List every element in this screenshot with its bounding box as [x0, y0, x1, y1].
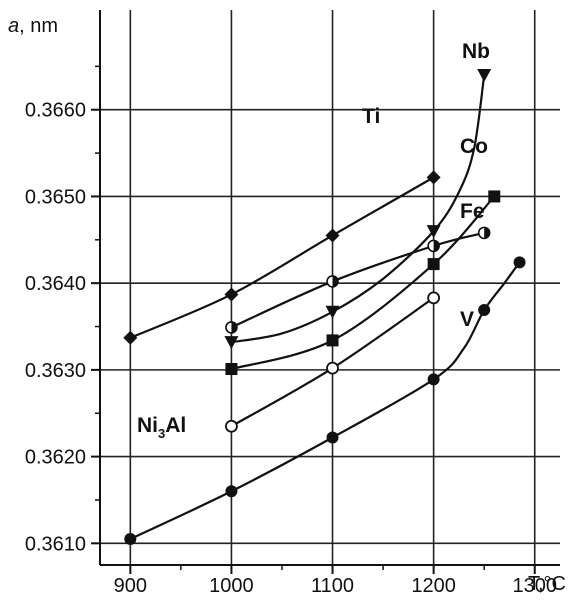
series-v	[124, 256, 526, 545]
data-point	[224, 287, 239, 302]
series-line	[129, 261, 521, 540]
data-point	[326, 334, 339, 347]
data-point	[225, 419, 238, 433]
data-point	[124, 532, 137, 545]
y-axis-title: a, nm	[8, 15, 58, 37]
series-label-ni3al: Ni3Al	[137, 414, 186, 441]
data-point-fill	[332, 275, 339, 287]
y-tick-label: 0.3630	[25, 360, 86, 382]
series-ni3al	[225, 291, 441, 433]
series-fe	[225, 226, 491, 334]
series-layer	[123, 69, 526, 545]
y-axis-title-unit: , nm	[19, 15, 58, 37]
axis-layer: 900 1000 1100 1200 1300 0.3610 0.3620 0.3630 0.3…	[25, 10, 560, 597]
y-axis-title-symbol: a	[8, 15, 19, 37]
data-point	[513, 256, 526, 269]
data-point	[426, 170, 441, 185]
y-tick-label: 0.3610	[25, 533, 86, 555]
label-subscript: 3	[158, 426, 165, 441]
label-layer: Ni3Al Ti Nb Co Fe V	[137, 40, 490, 441]
y-tick-label: 0.3620	[25, 447, 86, 469]
series-line	[231, 195, 496, 371]
data-point	[477, 226, 491, 240]
grid-layer	[100, 10, 560, 565]
x-tick-label: 1100	[311, 575, 354, 597]
data-point-fill	[484, 227, 490, 239]
series-line	[129, 176, 435, 339]
x-tick-label: 1300	[512, 575, 557, 597]
series-co	[225, 190, 501, 376]
data-point	[326, 275, 339, 288]
data-point	[225, 363, 238, 376]
data-point-fill	[433, 240, 440, 252]
data-point	[225, 485, 238, 498]
y-tick-label: 0.3640	[25, 273, 86, 295]
series-line	[231, 74, 486, 344]
series-label-fe: Fe	[460, 200, 485, 223]
series-label-ti: Ti	[362, 105, 380, 128]
data-point	[325, 228, 340, 243]
y-tick-label: 0.3660	[25, 100, 86, 122]
data-point	[427, 258, 440, 271]
series-label-nb: Nb	[462, 40, 490, 63]
data-point	[478, 304, 491, 317]
data-point	[225, 321, 238, 334]
data-point	[488, 190, 501, 203]
data-point	[325, 305, 340, 319]
data-point	[477, 69, 492, 83]
series-nb	[224, 69, 492, 350]
label-part: Al	[165, 414, 186, 437]
data-point	[426, 225, 441, 239]
y-tick-label: 0.3650	[25, 186, 86, 208]
data-point-fill	[231, 321, 237, 333]
data-point	[427, 239, 440, 253]
data-point	[326, 431, 339, 444]
data-point	[427, 373, 440, 386]
data-point	[123, 330, 138, 345]
series-ti	[123, 170, 441, 345]
data-point	[326, 361, 339, 375]
series-label-co: Co	[460, 135, 488, 158]
data-point	[224, 336, 239, 350]
x-tick-label: 1000	[209, 575, 254, 597]
data-point	[427, 291, 441, 305]
x-axis-title: T,°C	[528, 573, 566, 595]
x-tick-label: 900	[114, 575, 147, 597]
label-part: Ni	[137, 414, 158, 437]
series-line	[230, 231, 485, 329]
series-label-v: V	[460, 308, 474, 331]
x-tick-label: 1200	[411, 575, 456, 597]
